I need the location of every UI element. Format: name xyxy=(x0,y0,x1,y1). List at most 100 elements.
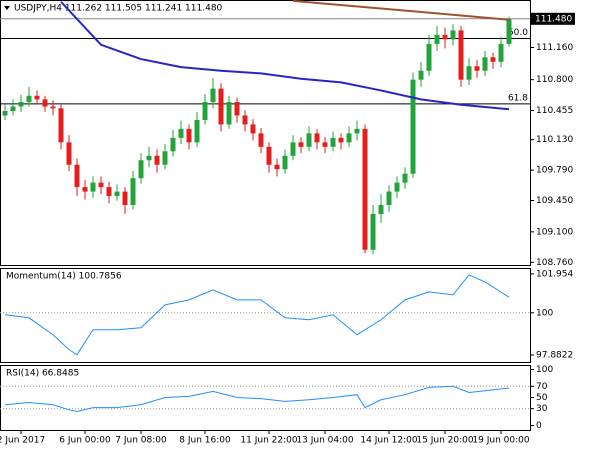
candle-body xyxy=(42,99,48,107)
candle-body xyxy=(498,43,504,62)
menu-icon xyxy=(4,6,10,10)
candle-body xyxy=(234,102,240,116)
y-tick-label: 108.760 xyxy=(536,258,573,268)
fibo-label: 61.8 xyxy=(508,93,528,103)
candle-body xyxy=(474,66,480,71)
candle-body xyxy=(354,128,360,134)
candle-body xyxy=(98,182,104,188)
x-tick-label: 2 Jun 2017 xyxy=(0,436,45,446)
y-tick-label: 50 xyxy=(536,393,548,403)
y-tick-label: 109.100 xyxy=(536,227,573,237)
candle-body xyxy=(154,155,160,165)
candle-body xyxy=(394,182,400,192)
candle-body xyxy=(186,128,192,143)
candle-body xyxy=(18,102,24,107)
candle-body xyxy=(122,191,128,206)
candle-body xyxy=(274,164,280,170)
y-tick-label: 97.8822 xyxy=(536,350,573,360)
y-tick-label: 100 xyxy=(536,365,553,375)
last-price-label: 111.480 xyxy=(535,14,572,24)
indicator-line xyxy=(4,385,510,413)
y-tick-label: 0 xyxy=(536,421,542,431)
candle-body xyxy=(482,57,488,71)
candle-body xyxy=(314,133,320,143)
y-tick-label: 110.455 xyxy=(536,106,573,116)
candle-body xyxy=(194,119,200,143)
panel-title: Momentum(14) 100.7856 xyxy=(6,272,122,282)
y-tick-label: 110.130 xyxy=(536,135,573,145)
x-tick-label: 14 Jun 12:00 xyxy=(360,436,417,446)
candle-body xyxy=(74,164,80,188)
candle-body xyxy=(410,79,416,174)
panel-title: RSI(14) 66.8485 xyxy=(6,369,79,379)
moving-average xyxy=(292,0,510,21)
candle-body xyxy=(50,106,56,109)
x-tick-label: 6 Jun 00:00 xyxy=(59,436,111,446)
candle-body xyxy=(202,102,208,120)
x-tick-label: 15 Jun 20:00 xyxy=(416,436,473,446)
y-tick-label: 111.160 xyxy=(536,43,573,53)
candle-body xyxy=(130,178,136,206)
candle-body xyxy=(378,205,384,214)
candle-body xyxy=(10,106,16,112)
candle-body xyxy=(346,133,352,143)
candle-body xyxy=(370,213,376,250)
y-tick-label: 110.800 xyxy=(536,75,573,85)
candle-body xyxy=(338,137,344,143)
candle-body xyxy=(298,142,304,147)
candle-body xyxy=(26,95,32,103)
candle-body xyxy=(290,142,296,156)
candle-body xyxy=(386,191,392,206)
candle-body xyxy=(282,155,288,170)
candle-body xyxy=(250,124,256,134)
x-tick-label: 11 Jun 22:00 xyxy=(240,436,297,446)
candle-body xyxy=(402,173,408,183)
candle-body xyxy=(226,102,232,125)
x-tick-label: 7 Jun 08:00 xyxy=(115,436,167,446)
fibo-label: 50.0 xyxy=(508,28,528,38)
candle-body xyxy=(210,88,216,103)
candle-body xyxy=(138,160,144,179)
candle-body xyxy=(242,115,248,125)
candle-body xyxy=(34,95,40,100)
y-tick-label: 70 xyxy=(536,382,548,392)
candle-body xyxy=(218,88,224,125)
candle-body xyxy=(2,111,8,116)
candle-body xyxy=(506,18,512,44)
candle-body xyxy=(442,34,448,40)
last-price-box xyxy=(531,12,575,25)
candle-body xyxy=(58,108,64,143)
candle-body xyxy=(490,57,496,62)
panel-frame xyxy=(0,268,531,363)
candle-body xyxy=(106,187,112,197)
y-tick-label: 109.450 xyxy=(536,196,573,206)
candle-body xyxy=(82,187,88,192)
candle-body xyxy=(266,146,272,165)
candle-body xyxy=(450,30,456,40)
candle-body xyxy=(418,70,424,80)
candle-body xyxy=(178,128,184,138)
candle-body xyxy=(170,137,176,152)
y-tick-label: 101.954 xyxy=(536,269,573,279)
candle-body xyxy=(426,43,432,71)
candle-body xyxy=(114,191,120,197)
candle-body xyxy=(162,151,168,165)
candle-body xyxy=(362,128,368,250)
candle-body xyxy=(146,155,152,161)
candle-body xyxy=(330,137,336,147)
candle-body xyxy=(66,142,72,165)
candle-body xyxy=(434,34,440,44)
candle-body xyxy=(322,142,328,147)
y-tick-label: 30 xyxy=(536,404,548,414)
candle-body xyxy=(458,30,464,80)
candle-body xyxy=(306,133,312,147)
panel-frame xyxy=(0,0,531,266)
indicator-line xyxy=(4,274,510,356)
x-tick-label: 13 Jun 04:00 xyxy=(296,436,353,446)
candle-body xyxy=(466,66,472,80)
panel-title: USDJPY,H4 111.262 111.505 111.241 111.48… xyxy=(14,4,223,14)
moving-average xyxy=(60,1,510,111)
y-tick-label: 100 xyxy=(536,308,553,318)
